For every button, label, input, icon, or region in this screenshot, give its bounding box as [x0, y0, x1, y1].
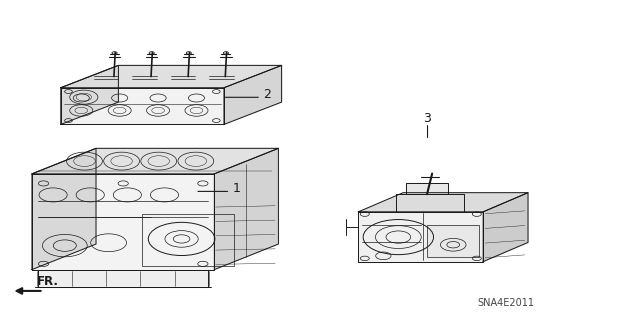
Bar [427, 225, 479, 257]
Text: SNA4E2011: SNA4E2011 [477, 298, 534, 308]
Polygon shape [61, 65, 282, 88]
Polygon shape [396, 194, 465, 212]
Polygon shape [214, 148, 278, 270]
Polygon shape [406, 183, 448, 194]
Text: 2: 2 [263, 88, 271, 101]
Polygon shape [38, 270, 208, 287]
Polygon shape [32, 148, 96, 270]
Polygon shape [32, 148, 278, 174]
Polygon shape [32, 174, 214, 270]
Bar [142, 214, 234, 266]
Text: 1: 1 [232, 182, 240, 195]
Polygon shape [61, 65, 118, 124]
Polygon shape [358, 212, 483, 262]
Polygon shape [358, 193, 528, 212]
Polygon shape [483, 193, 528, 262]
Text: FR.: FR. [37, 275, 59, 288]
Text: 3: 3 [423, 112, 431, 125]
Polygon shape [224, 65, 282, 124]
Polygon shape [61, 88, 224, 124]
